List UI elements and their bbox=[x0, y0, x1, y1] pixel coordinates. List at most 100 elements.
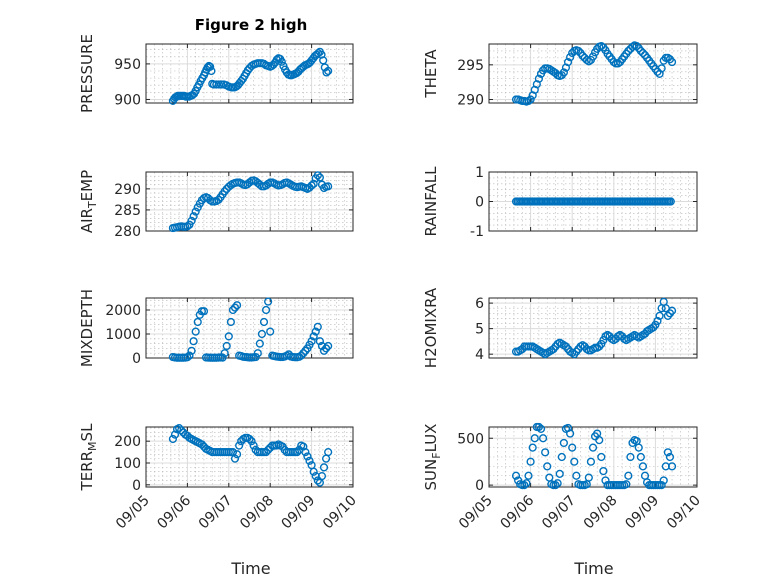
data-point bbox=[272, 55, 281, 64]
data-point bbox=[222, 341, 231, 351]
data-point bbox=[624, 46, 633, 56]
series-rainfall bbox=[511, 197, 675, 206]
data-point bbox=[566, 429, 575, 438]
data-point bbox=[665, 452, 675, 462]
axes-border-mixdepth bbox=[145, 297, 354, 359]
data-point bbox=[301, 447, 310, 457]
y-axis-label-theta: THETA bbox=[422, 49, 440, 99]
data-point bbox=[659, 476, 668, 485]
data-point bbox=[297, 351, 306, 360]
data-point bbox=[247, 437, 256, 446]
y-tick-label: 2000 bbox=[105, 303, 141, 319]
data-point bbox=[524, 471, 533, 480]
data-point bbox=[626, 452, 635, 462]
data-point bbox=[667, 57, 677, 67]
data-point bbox=[301, 346, 310, 355]
data-point bbox=[207, 66, 216, 76]
data-point bbox=[324, 447, 333, 457]
data-point bbox=[264, 445, 273, 455]
data-point bbox=[264, 297, 273, 306]
data-point bbox=[277, 57, 286, 66]
data-point bbox=[319, 463, 329, 472]
subplot-grid: 900 950 PRESSURE 290 295 THETA 280 285 290 AIRTEM… bbox=[78, 34, 704, 532]
subplot-pressure: 900 950 PRESSURE bbox=[78, 34, 354, 113]
data-point bbox=[511, 471, 521, 480]
subplot-h2omixra: 4 5 6 H2OMIXRA bbox=[422, 287, 698, 368]
y-axis-label-rainfall: RAINFALL bbox=[422, 166, 440, 237]
x-tick-label: 09/05 bbox=[456, 493, 496, 533]
data-point bbox=[293, 447, 302, 457]
subplot-terr-msl: 0 100 200 09/05 09/06 09/07 09/08 09/09 09/10 TER… bbox=[78, 423, 360, 532]
data-point bbox=[663, 448, 672, 457]
y-axis-label-rest: EMP bbox=[78, 170, 96, 201]
data-point bbox=[193, 317, 202, 327]
data-point bbox=[303, 452, 312, 461]
data-point bbox=[570, 457, 579, 466]
axes-border-air-temp bbox=[145, 171, 354, 232]
y-tick-label: 0 bbox=[132, 351, 141, 367]
y-axis-label-sun-flux: SUNFLUX bbox=[422, 424, 443, 491]
data-point bbox=[599, 466, 608, 476]
data-point bbox=[255, 339, 264, 348]
data-point bbox=[197, 440, 206, 449]
x-axis-label-right: Time bbox=[573, 559, 613, 578]
y-tick-label: 4 bbox=[475, 347, 484, 363]
y-tick-label: 200 bbox=[114, 434, 141, 450]
y-tick-label: 950 bbox=[114, 57, 141, 73]
data-point bbox=[177, 426, 186, 435]
x-axis-label-left: Time bbox=[230, 559, 270, 578]
data-point bbox=[324, 341, 333, 351]
series-h2omixra bbox=[511, 297, 677, 359]
data-point bbox=[324, 66, 333, 76]
data-point bbox=[245, 434, 254, 444]
data-point bbox=[653, 316, 662, 326]
data-point bbox=[206, 62, 215, 71]
data-point bbox=[622, 480, 631, 489]
data-point bbox=[657, 481, 666, 490]
data-point bbox=[534, 422, 544, 432]
y-tick-label: 100 bbox=[114, 456, 141, 472]
data-point bbox=[586, 457, 596, 466]
data-point bbox=[311, 327, 320, 336]
data-point bbox=[657, 64, 666, 73]
data-point bbox=[555, 469, 564, 478]
y-tick-label: 500 bbox=[457, 431, 484, 447]
data-point bbox=[324, 182, 333, 191]
data-point bbox=[543, 462, 552, 471]
data-point bbox=[568, 443, 577, 452]
axes-border-theta bbox=[488, 43, 698, 104]
data-point bbox=[315, 173, 324, 182]
data-point bbox=[189, 212, 198, 221]
y-axis-label-h2omixra: H2OMIXRA bbox=[422, 287, 440, 368]
x-tick-label: 09/09 bbox=[622, 493, 662, 533]
y-axis-label-rest: LUX bbox=[422, 424, 440, 453]
series-mixdepth bbox=[168, 297, 333, 362]
x-tick-label: 09/08 bbox=[237, 493, 277, 533]
data-point bbox=[666, 197, 675, 206]
subplot-theta: 290 295 THETA bbox=[422, 41, 698, 109]
x-tick-label: 09/07 bbox=[196, 493, 236, 533]
data-point bbox=[309, 467, 318, 476]
data-point bbox=[232, 450, 242, 459]
data-point bbox=[230, 303, 240, 312]
series-sun-flux bbox=[511, 422, 677, 490]
subplot-mixdepth: 0 1000 2000 MIXDEPTH bbox=[78, 289, 354, 367]
data-point bbox=[584, 473, 593, 482]
x-tick-label: 09/08 bbox=[581, 493, 621, 533]
data-point bbox=[601, 476, 610, 485]
data-point bbox=[632, 41, 641, 51]
subplot-rainfall: -1 0 1 RAINFALL bbox=[422, 165, 698, 240]
data-point bbox=[185, 351, 194, 360]
data-point bbox=[199, 307, 209, 316]
data-point bbox=[217, 80, 226, 89]
y-tick-label: -1 bbox=[470, 224, 484, 240]
y-axis-label-main: TERR bbox=[78, 451, 96, 492]
data-point bbox=[636, 46, 645, 56]
data-point bbox=[655, 311, 664, 320]
x-tick-label: 09/05 bbox=[113, 493, 153, 533]
data-point bbox=[261, 447, 271, 457]
data-point bbox=[667, 462, 677, 471]
y-axis-label-mixdepth: MIXDEPTH bbox=[78, 289, 96, 367]
y-tick-label: 280 bbox=[114, 224, 141, 240]
data-point bbox=[214, 80, 223, 89]
